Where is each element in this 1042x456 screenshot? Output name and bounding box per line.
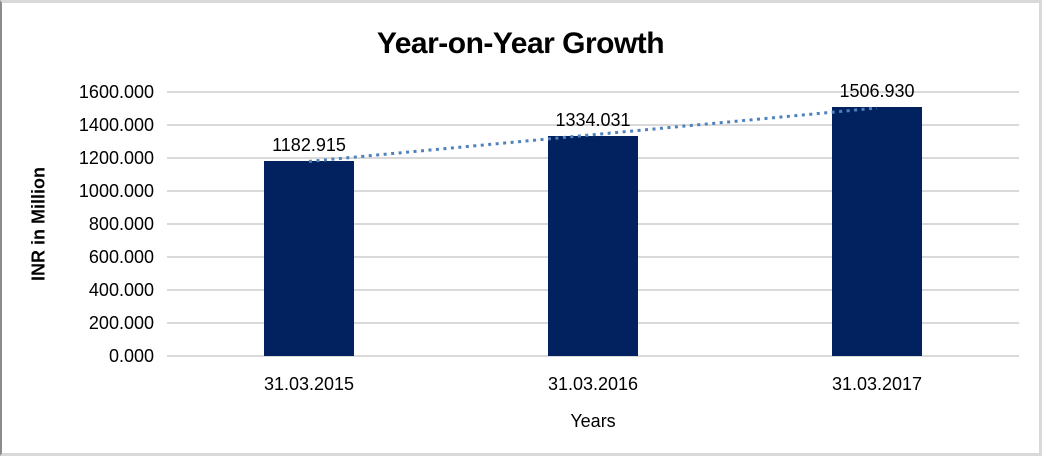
y-tick-label: 200.000: [88, 313, 154, 333]
y-tick-label: 1600.000: [78, 82, 154, 102]
bar-value-label: 1334.031: [555, 109, 631, 130]
bar: [832, 107, 922, 356]
gridline: [167, 124, 1019, 126]
trendline-path: [308, 106, 878, 163]
y-tick-label: 1000.000: [78, 181, 154, 201]
x-axis-title: Years: [570, 411, 616, 431]
chart-title: Year-on-Year Growth: [376, 27, 665, 60]
y-tick-label: 400.000: [88, 280, 154, 300]
plot-area: 1182.915 1334.031 1506.930: [167, 81, 1019, 357]
x-tick-label: 31.03.2017: [831, 374, 923, 394]
x-tick-label: 31.03.2015: [263, 374, 355, 394]
trendline: [308, 106, 878, 163]
bar-value-label: 1182.915: [272, 134, 346, 155]
y-tick-label: 600.000: [88, 247, 154, 267]
y-tick-label: 1400.000: [78, 115, 154, 135]
y-tick-label: 0.000: [108, 346, 154, 366]
y-tick-label: 800.000: [88, 214, 154, 234]
y-tick-label: 1200.000: [78, 148, 154, 168]
bar-value-label: 1506.930: [839, 81, 915, 102]
bar: [548, 135, 638, 356]
bar: [264, 160, 354, 356]
x-tick-label: 31.03.2016: [547, 374, 639, 394]
gridline: [167, 91, 1019, 93]
y-axis-title: INR in Million: [28, 167, 49, 281]
gridline: [167, 355, 1019, 357]
